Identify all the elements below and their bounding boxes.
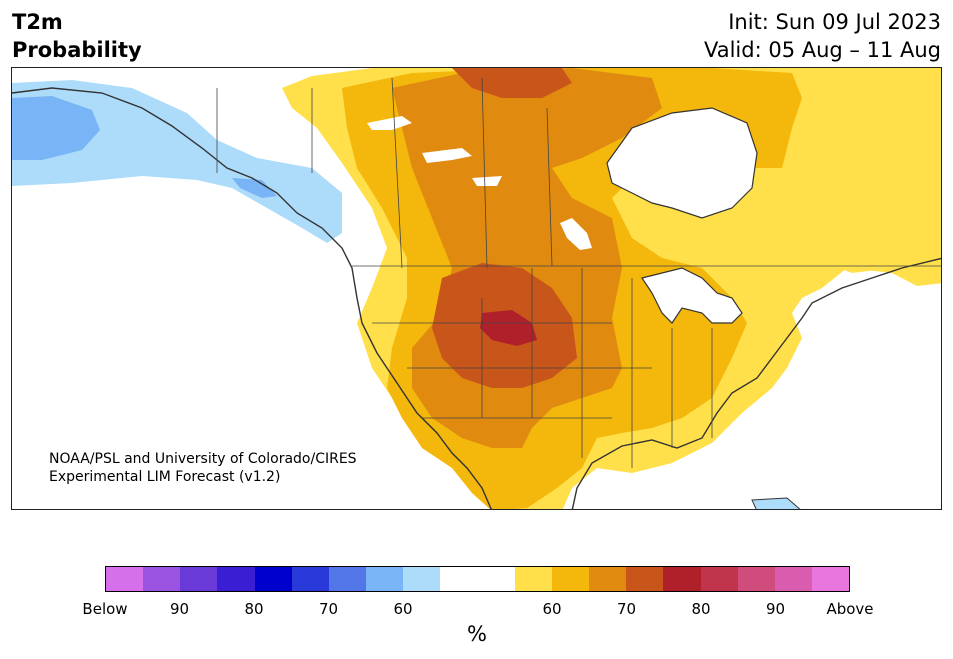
- credit-line-1: NOAA/PSL and University of Colorado/CIRE…: [49, 451, 357, 467]
- blue-70-region: [12, 96, 100, 160]
- colorbar-segment: [626, 567, 664, 591]
- colorbar-segment: [217, 567, 255, 591]
- forecast-dates: Init: Sun 09 Jul 2023 Valid: 05 Aug – 11…: [704, 8, 941, 64]
- colorbar-tick-label: 60: [542, 600, 562, 618]
- probability-map: [11, 67, 942, 510]
- colorbar-tick-label: 90: [765, 600, 786, 618]
- colorbar-tick-label: 80: [691, 600, 711, 618]
- colorbar-segment: [254, 567, 292, 591]
- great-slave-lake: [367, 116, 412, 130]
- colorbar-segment: [143, 567, 181, 591]
- warm-60-quebec: [747, 143, 941, 278]
- admin-borders: [216, 77, 941, 468]
- init-date: Init: Sun 09 Jul 2023: [728, 10, 941, 34]
- colorbar-unit: %: [467, 622, 487, 646]
- colorbar-tick-label: Below: [82, 600, 128, 618]
- hudson-bay: [606, 107, 758, 219]
- colorbar-tick-label: Above: [826, 600, 874, 618]
- cuba: [751, 497, 801, 509]
- great-bear-lake: [422, 148, 472, 163]
- colorbar-tick-label: 60: [393, 600, 413, 618]
- warm-80-core: [480, 310, 537, 346]
- lake-winnipeg: [560, 218, 592, 250]
- colorbar-segment: [700, 567, 738, 591]
- colorbar-segment: [328, 567, 367, 591]
- map-title: T2m Probability: [12, 8, 142, 64]
- colorbar-segment: [774, 567, 812, 591]
- athabasca-lake: [472, 176, 502, 186]
- variable-label: T2m: [12, 10, 63, 34]
- colorbar-segment: [180, 567, 218, 591]
- north-america-map: [12, 68, 941, 509]
- colorbar-segment: [291, 567, 329, 591]
- colorbar-segment: [514, 567, 552, 591]
- credit-line-2: Experimental LIM Forecast (v1.2): [49, 469, 281, 485]
- blue-70-coast: [232, 178, 277, 198]
- colorbar-segment: [551, 567, 590, 591]
- coastline: [12, 87, 492, 509]
- colorbar-segment: [811, 567, 850, 591]
- colorbar-tick-label: 70: [616, 600, 637, 618]
- colorbar-segment: [663, 567, 701, 591]
- valid-date: Valid: 05 Aug – 11 Aug: [703, 38, 941, 62]
- colorbar-segment: [589, 567, 627, 591]
- colorbar-segment: [440, 567, 478, 591]
- credit-text: NOAA/PSL and University of Colorado/CIRE…: [49, 450, 357, 486]
- colorbar: [105, 566, 850, 592]
- colorbar-tick-label: 80: [244, 600, 264, 618]
- colorbar-segment: [106, 567, 144, 591]
- great-lakes: [641, 267, 743, 324]
- colorbar-segment: [737, 567, 775, 591]
- gulf-coast: [571, 257, 941, 509]
- colorbar-segment: [477, 567, 515, 591]
- product-label: Probability: [12, 38, 142, 62]
- colorbar-tick-label: 90: [169, 600, 190, 618]
- colorbar-segment: [403, 567, 441, 591]
- colorbar-segment: [366, 567, 404, 591]
- colorbar-tick-label: 70: [318, 600, 339, 618]
